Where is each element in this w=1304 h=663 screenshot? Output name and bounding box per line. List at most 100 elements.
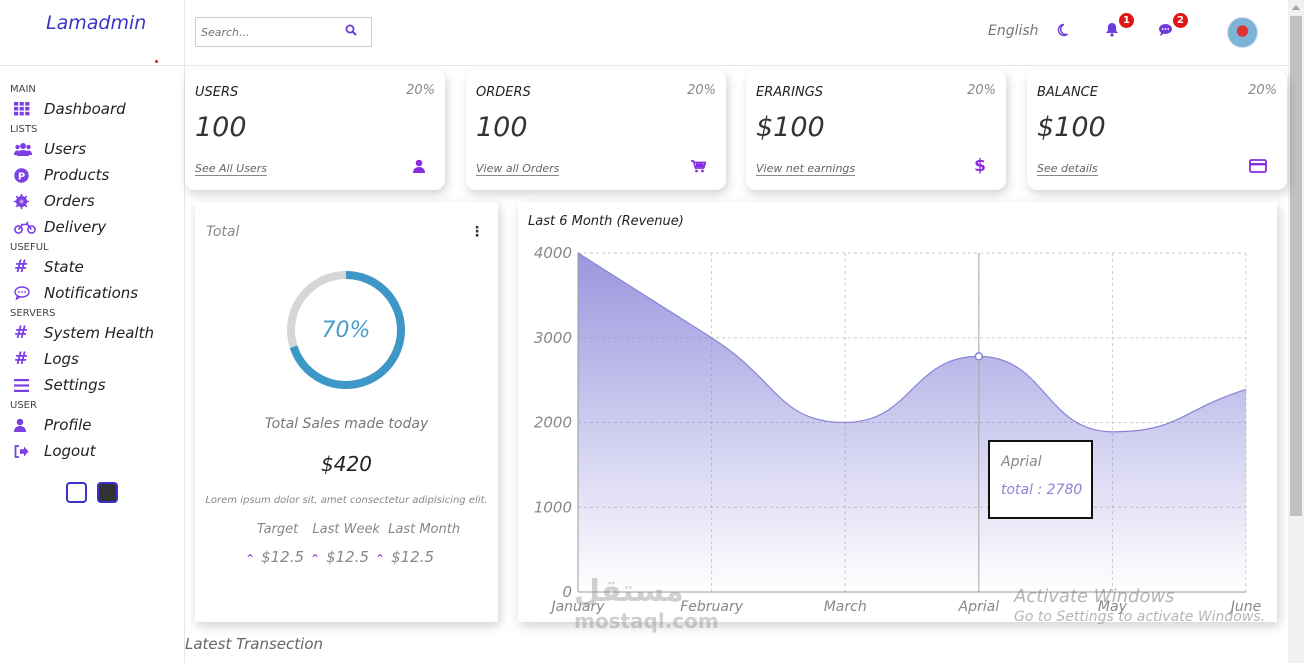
- notifications-button[interactable]: 1: [1105, 13, 1134, 41]
- activate-subtitle: Go to Settings to activate Windows.: [1014, 609, 1266, 625]
- latest-transactions-title: Latest Transection: [185, 635, 324, 653]
- search-box: [195, 17, 372, 47]
- comment-icon: [14, 286, 40, 300]
- scroll-thumb[interactable]: [1290, 16, 1302, 516]
- widget-percentage: 20%: [406, 83, 435, 98]
- chevron-up-icon: ⌃: [245, 552, 256, 566]
- sidebar-section-title: MAIN: [10, 84, 36, 95]
- hash-icon: #: [14, 323, 29, 343]
- search-input[interactable]: [196, 19, 336, 45]
- sidebar-menu: MAIN Dashboard LISTS Users P Products Orders De…: [0, 66, 184, 464]
- dark-mode-icon[interactable]: [1055, 22, 1069, 41]
- sidebar-item-orders[interactable]: Orders: [10, 188, 184, 214]
- light-theme-button[interactable]: [66, 482, 87, 503]
- featured-subtitle: Total Sales made today: [264, 416, 429, 432]
- dark-theme-button[interactable]: [97, 482, 118, 503]
- label-target: Target: [257, 522, 299, 537]
- sidebar-item-label: Products: [44, 166, 110, 184]
- watermark-domain: mostaql.com: [574, 609, 719, 633]
- widget-percentage: 20%: [1248, 83, 1277, 98]
- sidebar-item-settings[interactable]: Settings: [10, 372, 184, 398]
- tooltip-label: Aprial: [1001, 454, 1042, 470]
- sidebar: Lamadmin MAIN Dashboard LISTS Users P Product…: [0, 0, 185, 663]
- widget-link[interactable]: View all Orders: [476, 162, 560, 176]
- theme-switcher: [66, 482, 184, 503]
- featured-description: Lorem ipsum dolor sit, amet consectetur …: [205, 495, 488, 506]
- value-last-month: $12.5: [391, 548, 435, 566]
- page-scrollbar[interactable]: [1288, 0, 1304, 663]
- app-logo[interactable]: Lamadmin: [46, 12, 147, 34]
- activate-title: Activate Windows: [1014, 586, 1175, 607]
- logo-dot: [155, 60, 158, 63]
- y-tick-label: 2000: [534, 414, 572, 432]
- label-last-week: Last Week: [312, 522, 380, 537]
- x-tick-label: January: [548, 599, 605, 615]
- users-icon: [14, 142, 40, 156]
- widget-title: USERS: [195, 85, 239, 100]
- widget-title: ORDERS: [476, 85, 531, 100]
- sidebar-item-delivery[interactable]: Delivery: [10, 214, 184, 240]
- notifications-badge: 1: [1119, 13, 1134, 28]
- widget-value: 100: [476, 112, 528, 143]
- widget-balance: BALANCE 20% $100 See details: [1027, 70, 1287, 190]
- chart-canvas: 0 1000 2000 3000 4000 January February March Apr…: [534, 244, 1262, 615]
- sidebar-item-notifications[interactable]: Notifications: [10, 280, 184, 306]
- widget-orders: ORDERS 20% 100 View all Orders: [466, 70, 726, 190]
- x-tick-label: February: [680, 599, 744, 615]
- watermark-logo: مستقل mostaql.com: [574, 574, 719, 634]
- bars-icon: [14, 378, 40, 392]
- messages-button[interactable]: 2: [1158, 13, 1188, 41]
- widget-title: ERARINGS: [756, 85, 824, 100]
- sidebar-item-profile[interactable]: Profile: [10, 412, 184, 438]
- sidebar-item-label: Dashboard: [44, 100, 126, 118]
- svg-text:P: P: [18, 171, 25, 182]
- revenue-area: [578, 253, 1246, 592]
- sidebar-item-label: Profile: [44, 416, 92, 434]
- sidebar-item-dashboard[interactable]: Dashboard: [10, 96, 184, 122]
- user-icon: [14, 418, 40, 432]
- cart-icon: [691, 159, 707, 177]
- widget-percentage: 20%: [687, 83, 716, 98]
- value-last-week: $12.5: [326, 548, 370, 566]
- x-tick-label: June: [1228, 599, 1262, 615]
- scroll-up-arrow-icon[interactable]: [1292, 5, 1300, 10]
- sidebar-item-logout[interactable]: Logout: [10, 438, 184, 464]
- user-icon: [413, 159, 425, 177]
- sidebar-item-label: State: [44, 258, 84, 276]
- avatar[interactable]: [1227, 17, 1258, 48]
- y-tick-label: 0: [562, 583, 572, 601]
- sidebar-section-title: LISTS: [10, 124, 38, 135]
- bell-icon: [1106, 23, 1118, 37]
- value-target: $12.5: [261, 548, 305, 566]
- hash-icon: #: [14, 257, 29, 277]
- widget-link[interactable]: View net earnings: [756, 162, 856, 176]
- sidebar-item-products[interactable]: P Products: [10, 162, 184, 188]
- label-last-month: Last Month: [388, 522, 461, 537]
- progress-ring: [287, 271, 405, 389]
- sidebar-item-state[interactable]: # State: [10, 254, 184, 280]
- active-data-point[interactable]: [974, 352, 984, 361]
- sidebar-section-title: USEFUL: [10, 242, 49, 253]
- sidebar-item-system-health[interactable]: # System Health: [10, 320, 184, 346]
- search-icon[interactable]: [345, 24, 357, 39]
- widget-link[interactable]: See All Users: [195, 162, 267, 176]
- widget-title: BALANCE: [1037, 85, 1098, 100]
- sidebar-section-title: USER: [10, 400, 37, 411]
- logo-area: Lamadmin: [0, 0, 184, 66]
- watermark-arabic: مستقل: [574, 574, 684, 609]
- widget-link[interactable]: See details: [1037, 162, 1098, 176]
- sidebar-item-logs[interactable]: # Logs: [10, 346, 184, 372]
- language-selector[interactable]: English: [988, 23, 1039, 39]
- y-tick-label: 1000: [534, 498, 572, 516]
- progress-label: 70%: [321, 317, 371, 343]
- sidebar-section-title: SERVERS: [10, 308, 56, 319]
- revenue-chart: Last 6 Month (Revenue) 0 1000 2000 3000 4000…: [518, 202, 1277, 622]
- featured-title: Total: [206, 224, 240, 240]
- featured-panel: Total ⋮ 70% Total Sales made today $420 …: [195, 202, 498, 622]
- sidebar-item-users[interactable]: Users: [10, 136, 184, 162]
- topbar: English 1 2: [185, 0, 1288, 66]
- more-options-icon[interactable]: ⋮: [470, 224, 484, 240]
- widget-value: $100: [756, 112, 825, 143]
- motorcycle-icon: [14, 221, 40, 234]
